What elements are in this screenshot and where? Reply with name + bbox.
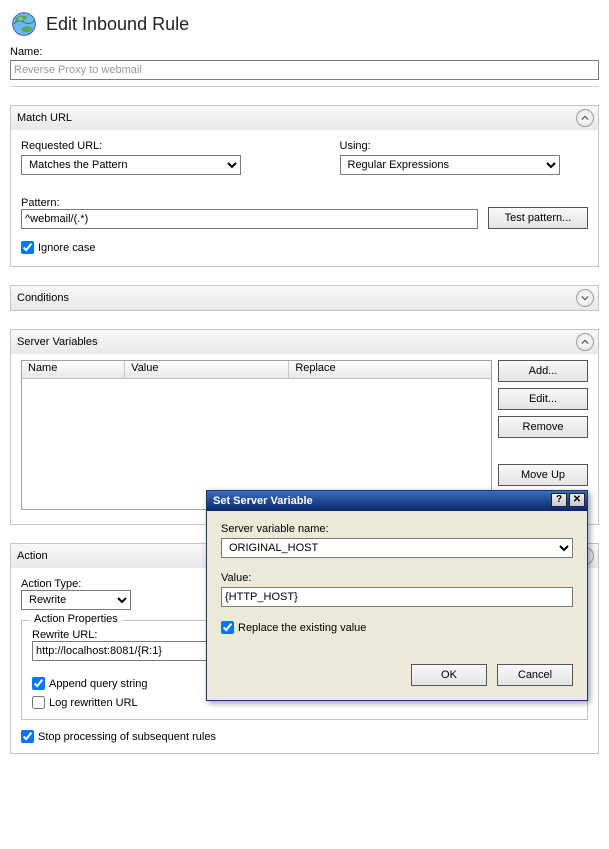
value-input[interactable] (221, 587, 573, 607)
ignore-case-label: Ignore case (38, 242, 95, 254)
collapse-icon[interactable] (576, 333, 594, 351)
ok-button[interactable]: OK (411, 664, 487, 686)
test-pattern-button[interactable]: Test pattern... (488, 207, 588, 229)
help-icon[interactable]: ? (551, 493, 567, 507)
match-url-header: Match URL (17, 112, 72, 124)
conditions-panel: Conditions (10, 285, 599, 311)
append-qs-label: Append query string (49, 678, 147, 690)
add-button[interactable]: Add... (498, 360, 588, 382)
value-label: Value: (221, 572, 573, 584)
name-input[interactable] (10, 60, 599, 80)
stop-processing-label: Stop processing of subsequent rules (38, 731, 216, 743)
pattern-label: Pattern: (21, 197, 60, 209)
cancel-button[interactable]: Cancel (497, 664, 573, 686)
expand-icon[interactable] (576, 289, 594, 307)
name-label: Name: (10, 46, 599, 58)
server-vars-table[interactable]: Name Value Replace (21, 360, 492, 510)
requested-url-select[interactable]: Matches the Pattern (21, 155, 241, 175)
var-name-select[interactable]: ORIGINAL_HOST (221, 538, 573, 558)
action-type-select[interactable]: Rewrite (21, 590, 131, 610)
set-server-variable-dialog: Set Server Variable ? ✕ Server variable … (206, 490, 588, 701)
rewrite-url-label: Rewrite URL: (32, 629, 97, 641)
log-checkbox[interactable] (32, 696, 45, 709)
var-name-label: Server variable name: (221, 523, 573, 535)
conditions-header: Conditions (17, 292, 69, 304)
ignore-case-checkbox[interactable] (21, 241, 34, 254)
match-url-panel: Match URL Requested URL: Matches the Pat… (10, 105, 599, 267)
edit-button[interactable]: Edit... (498, 388, 588, 410)
action-type-label: Action Type: (21, 578, 81, 590)
move-up-button[interactable]: Move Up (498, 464, 588, 486)
page-title: Edit Inbound Rule (46, 14, 189, 35)
using-select[interactable]: Regular Expressions (340, 155, 560, 175)
collapse-icon[interactable] (576, 109, 594, 127)
using-label: Using: (340, 140, 589, 152)
replace-label: Replace the existing value (238, 622, 366, 634)
col-name: Name (22, 361, 125, 378)
append-qs-checkbox[interactable] (32, 677, 45, 690)
col-replace: Replace (289, 361, 491, 378)
action-props-legend: Action Properties (30, 613, 122, 625)
server-vars-header: Server Variables (17, 336, 98, 348)
action-header: Action (17, 550, 48, 562)
close-icon[interactable]: ✕ (569, 493, 585, 507)
globe-icon (10, 10, 38, 38)
replace-checkbox[interactable] (221, 621, 234, 634)
log-label: Log rewritten URL (49, 697, 138, 709)
col-value: Value (125, 361, 289, 378)
pattern-input[interactable] (21, 209, 478, 229)
remove-button[interactable]: Remove (498, 416, 588, 438)
requested-url-label: Requested URL: (21, 140, 270, 152)
stop-processing-checkbox[interactable] (21, 730, 34, 743)
dialog-title: Set Server Variable (213, 495, 313, 507)
